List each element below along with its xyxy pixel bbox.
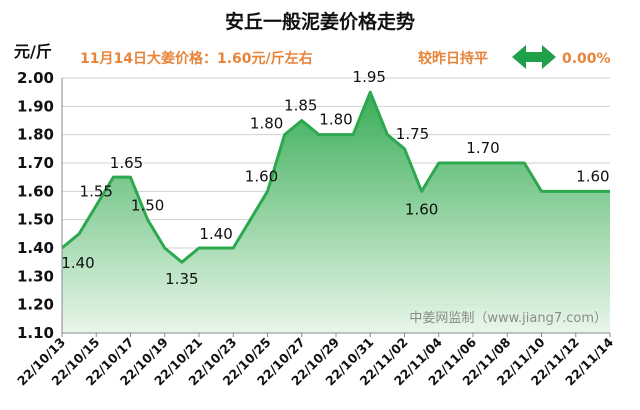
area-fill-layer [61, 90, 610, 334]
x-tick-labels: 22/10/1322/10/1522/10/1722/10/1922/10/21… [14, 333, 616, 388]
data-label: 1.60 [405, 200, 438, 218]
watermark: 中姜网监制（www.jiang7.com） [409, 311, 607, 326]
series-line [61, 90, 610, 264]
data-label: 1.80 [250, 115, 283, 133]
data-label: 1.60 [245, 167, 278, 185]
area-fill [62, 92, 610, 334]
data-label: 1.80 [319, 111, 352, 129]
y-tick-label: 1.70 [17, 154, 54, 172]
data-label: 1.75 [396, 125, 429, 143]
data-label: 1.95 [353, 68, 386, 86]
data-label: 1.35 [165, 270, 198, 288]
y-tick-label: 1.40 [17, 239, 54, 257]
chart-title: 安丘一般泥姜价格走势 [225, 10, 415, 33]
y-tick-label: 1.60 [17, 182, 54, 200]
data-label: 1.65 [110, 154, 143, 172]
double-arrow-icon [512, 45, 556, 69]
y-tick-labels: 1.10 1.20 1.30 1.40 1.50 1.60 1.70 1.80 1.90 2.00 [17, 69, 54, 342]
y-tick-label: 2.00 [17, 69, 54, 87]
y-tick-label: 1.30 [17, 267, 54, 285]
y-tick-label: 1.10 [17, 324, 54, 342]
data-label: 1.40 [61, 254, 94, 272]
y-tick-label: 1.90 [17, 97, 54, 115]
y-tick-label: 1.20 [17, 296, 54, 314]
data-label: 1.70 [466, 139, 499, 157]
data-labels: 1.40 1.55 1.65 1.50 1.35 1.40 1.60 1.801.851.80… [61, 68, 609, 288]
data-label: 1.50 [131, 197, 164, 215]
data-label: 1.40 [199, 225, 232, 243]
change-value: 0.00% [562, 51, 611, 67]
change-label: 较昨日持平 [418, 50, 488, 67]
data-label: 1.85 [284, 97, 317, 115]
data-label: 1.60 [576, 167, 609, 185]
y-tick-label: 1.50 [17, 211, 54, 229]
y-tick-label: 1.80 [17, 126, 54, 144]
data-label: 1.55 [80, 183, 113, 201]
price-note: 11月14日大姜价格：1.60元/斤左右 [80, 50, 313, 67]
y-unit-label: 元/斤 [14, 42, 52, 61]
